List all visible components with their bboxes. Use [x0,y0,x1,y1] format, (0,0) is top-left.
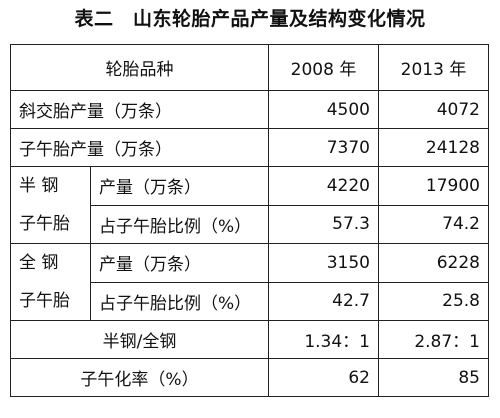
table-row: 半钢/全钢 1.34：1 2.87：1 [10,320,489,359]
cell-ratio-2008: 1.34：1 [268,320,379,359]
table-row: 半 钢 子午胎 产量（万条） 4220 17900 [10,166,489,244]
table-row: 子午化率（%） 62 85 [10,358,489,397]
cell-rate-2008: 62 [268,358,379,397]
group-label-full-top: 全 钢 [19,253,59,273]
table-row: 斜交胎产量（万条） 4500 4072 [10,90,489,129]
header-year-2008: 2008 年 [268,44,379,91]
cell-bias-2013: 4072 [378,90,489,129]
header-year-2013: 2013 年 [378,44,489,91]
cell-ratio-2013: 2.87：1 [378,320,489,359]
group-label-semi-bottom: 子午胎 [19,214,70,234]
group-label-semi-steel: 半 钢 子午胎 [10,166,91,244]
cell-bias-2008: 4500 [268,90,379,129]
row-label-semi-share: 占子午胎比例（%） [90,204,269,244]
table-row: 全 钢 子午胎 产量（万条） 3150 6228 [10,243,489,321]
header-row: 轮胎品种 2008 年 2013 年 [10,44,489,91]
row-label-ratio: 半钢/全钢 [10,320,269,359]
header-category: 轮胎品种 [10,44,269,91]
cell-rate-2013: 85 [378,358,489,397]
table-row: 占子午胎比例（%） 57.3 74.2 [11,204,489,244]
group-label-full-bottom: 子午胎 [19,291,70,311]
table-row: 子午胎产量（万条） 7370 24128 [10,128,489,167]
row-label-full-share: 占子午胎比例（%） [90,281,269,321]
cell-full-share-2008: 42.7 [268,281,379,321]
cell-full-output-2013: 6228 [378,243,489,283]
cell-semi-output-2008: 4220 [268,166,379,206]
row-label-radial: 子午胎产量（万条） [10,128,269,167]
row-label-bias: 斜交胎产量（万条） [10,90,269,129]
cell-radial-2008: 7370 [268,128,379,167]
cell-semi-output-2013: 17900 [378,166,489,206]
cell-semi-share-2013: 74.2 [378,204,489,244]
row-label-radialization: 子午化率（%） [10,358,269,397]
table-title: 表二 山东轮胎产品产量及结构变化情况 [74,8,426,30]
cell-semi-share-2008: 57.3 [268,204,379,244]
cell-full-share-2013: 25.8 [378,281,489,321]
group-label-full-steel: 全 钢 子午胎 [10,243,91,321]
group-label-semi-top: 半 钢 [19,176,59,196]
cell-full-output-2008: 3150 [268,243,379,283]
row-label-semi-output: 产量（万条） [90,166,269,206]
row-label-full-output: 产量（万条） [90,243,269,283]
cell-radial-2013: 24128 [378,128,489,167]
table-row: 占子午胎比例（%） 42.7 25.8 [11,281,489,321]
tire-production-table: 轮胎品种 2008 年 2013 年 斜交胎产量（万条） 4500 4072 子… [10,44,489,397]
